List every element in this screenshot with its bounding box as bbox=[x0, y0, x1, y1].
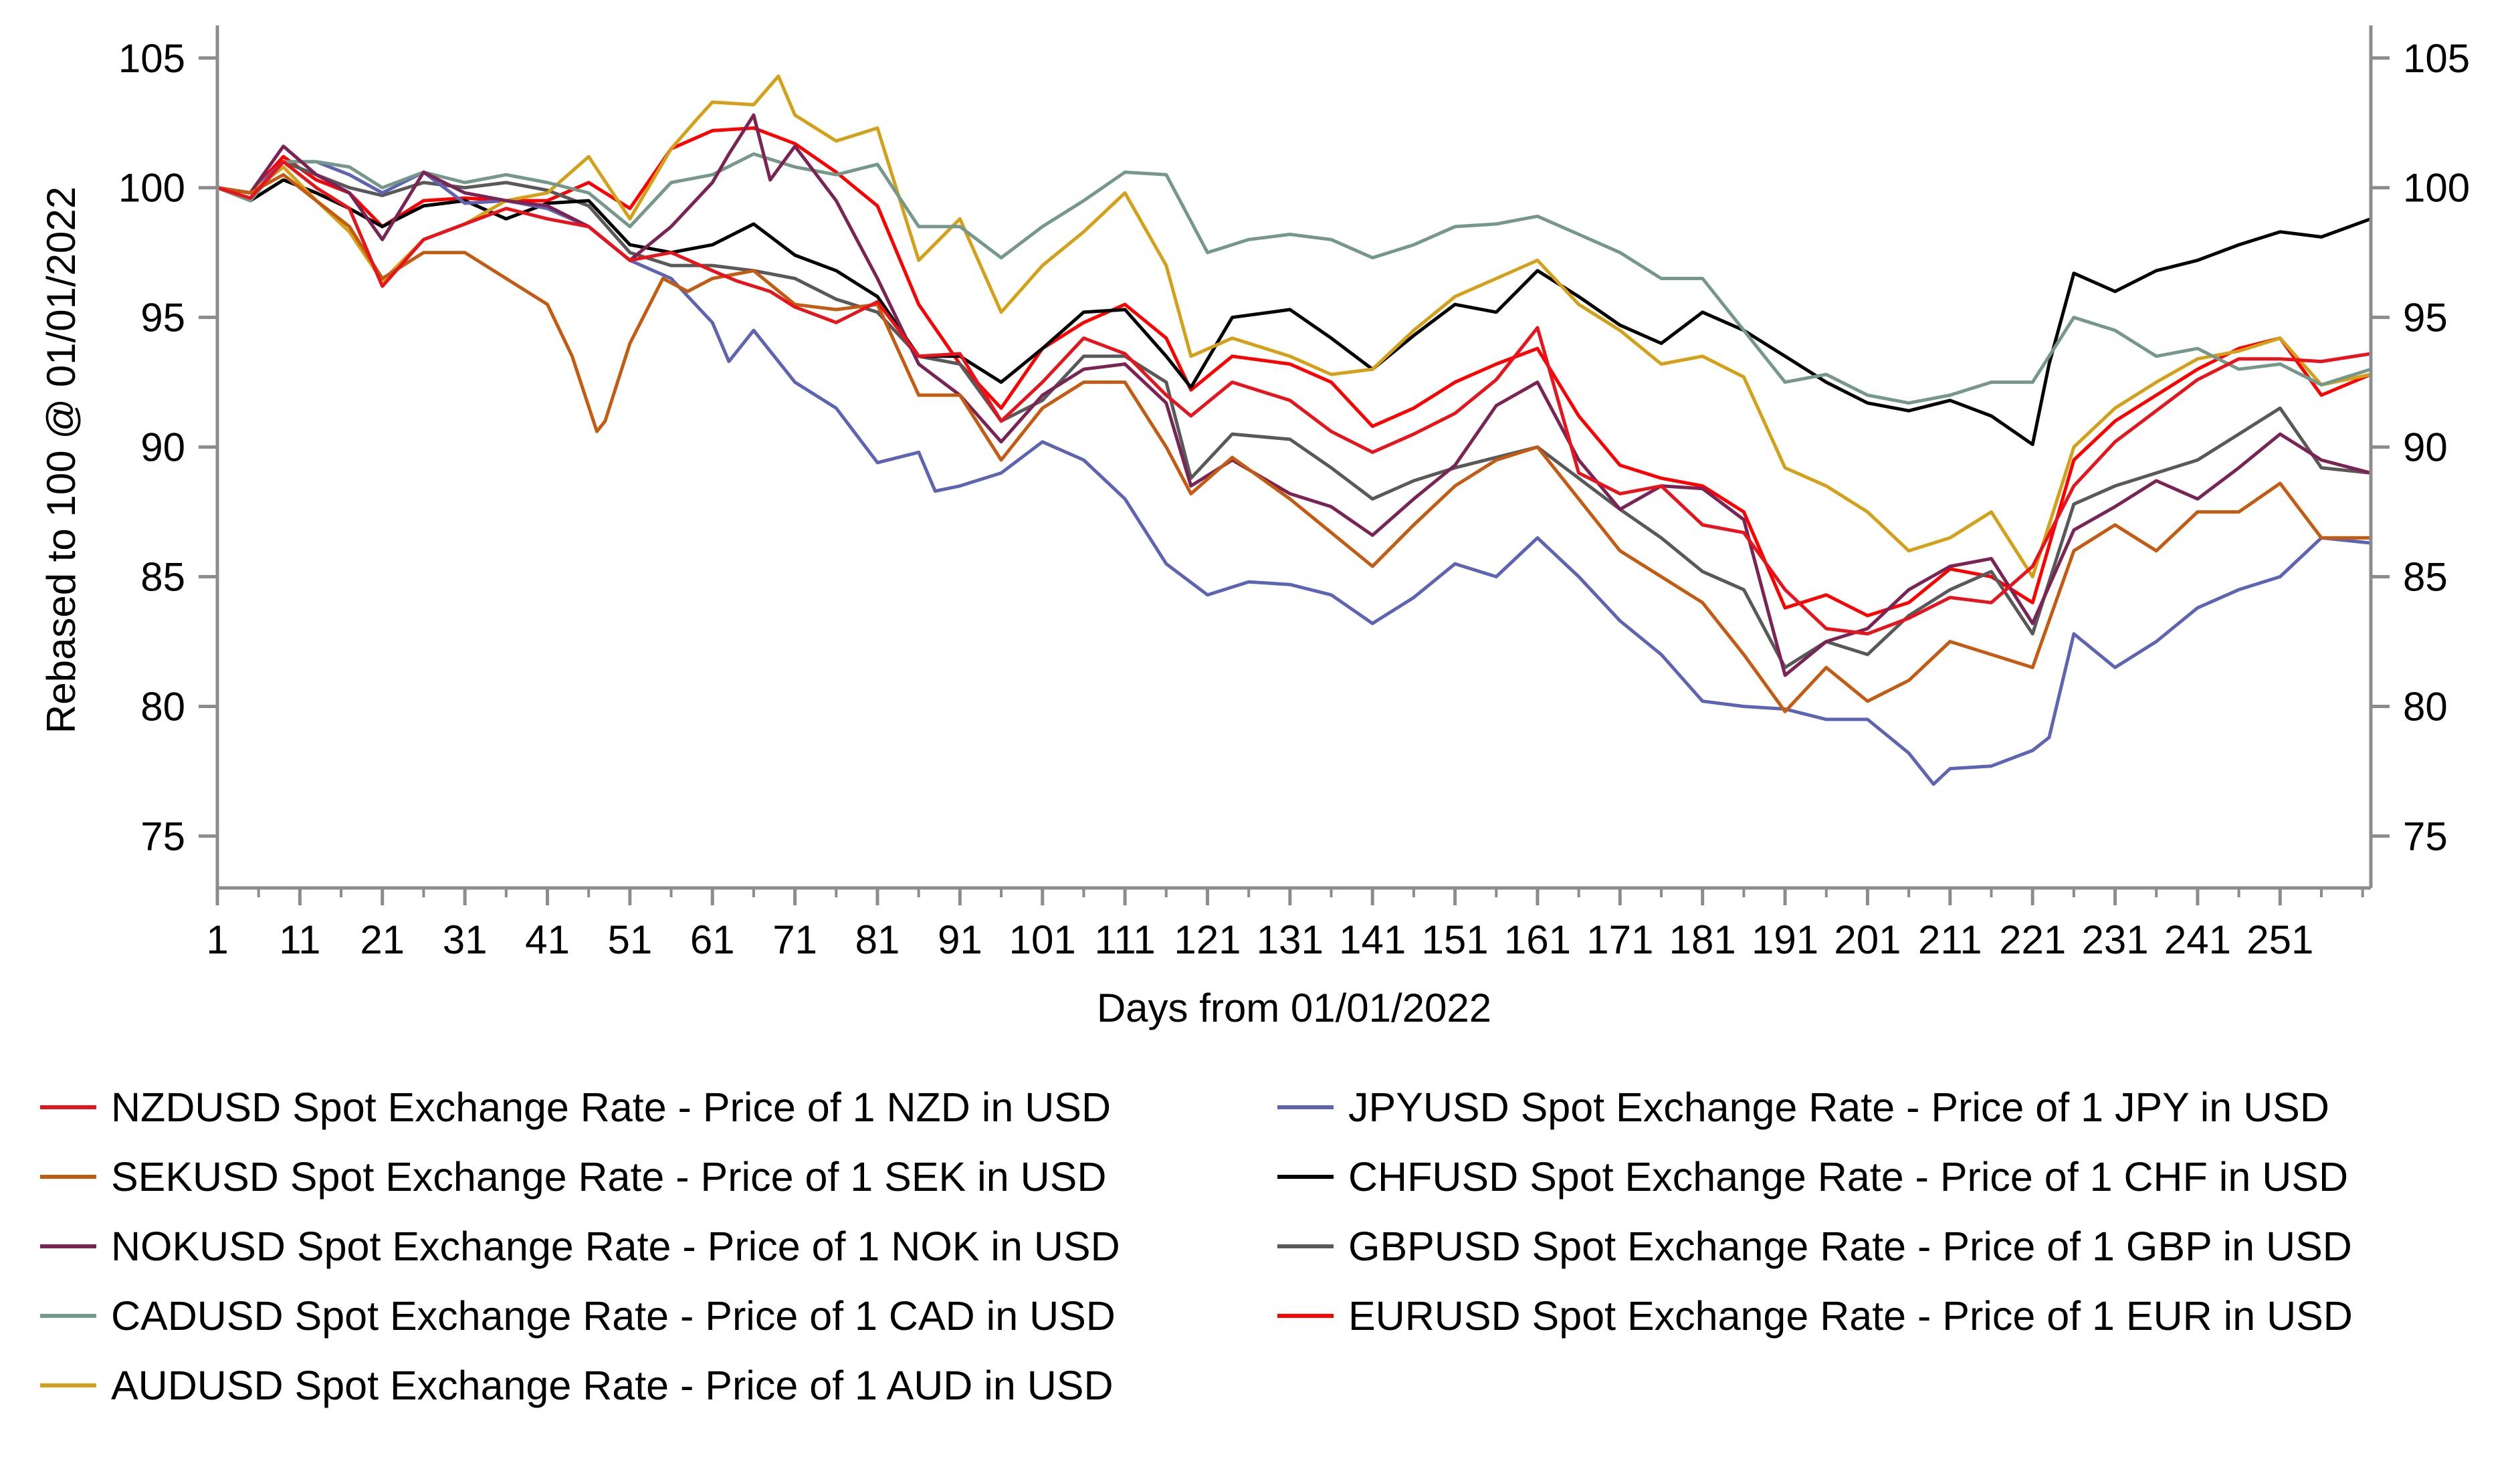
x-tick-label: 191 bbox=[1752, 917, 1818, 962]
x-tick-label: 1 bbox=[206, 917, 228, 962]
y-tick-label-right: 90 bbox=[2403, 425, 2448, 470]
axes-layer bbox=[215, 25, 2373, 890]
x-tick-label: 241 bbox=[2164, 917, 2231, 962]
y-tick-label-left: 95 bbox=[140, 296, 185, 340]
x-tick-label: 181 bbox=[1669, 917, 1736, 962]
series-line-1 bbox=[215, 173, 2373, 713]
x-tick-label: 71 bbox=[772, 917, 817, 962]
x-tick-label: 21 bbox=[360, 917, 405, 962]
series-line-6 bbox=[215, 178, 2373, 447]
y-tick-label-left: 80 bbox=[140, 684, 185, 729]
series-layer bbox=[215, 74, 2373, 786]
y-axis-title: Rebased to 100 @ 01/01/2022 bbox=[39, 187, 84, 733]
y-tick-label-right: 105 bbox=[2403, 36, 2470, 81]
legend-swatch bbox=[40, 1383, 96, 1387]
y-tick-label-right: 85 bbox=[2403, 555, 2448, 600]
legend-swatch bbox=[1277, 1175, 1334, 1179]
x-tick-label: 11 bbox=[279, 917, 320, 962]
series-line-7 bbox=[215, 160, 2373, 669]
series-line-4 bbox=[215, 74, 2373, 578]
legend-label: EURUSD Spot Exchange Rate - Price of 1 E… bbox=[1348, 1293, 2353, 1339]
x-tick-label: 111 bbox=[1094, 917, 1155, 962]
legend-swatch bbox=[40, 1314, 96, 1318]
x-tick-label: 251 bbox=[2246, 917, 2313, 962]
legend: NZDUSD Spot Exchange Rate - Price of 1 N… bbox=[40, 1077, 2515, 1451]
x-tick-label: 101 bbox=[1009, 917, 1076, 962]
legend-swatch bbox=[40, 1175, 96, 1179]
legend-swatch bbox=[40, 1105, 96, 1109]
legend-label: SEKUSD Spot Exchange Rate - Price of 1 S… bbox=[111, 1154, 1107, 1200]
x-tick-label: 61 bbox=[690, 917, 735, 962]
legend-label: CADUSD Spot Exchange Rate - Price of 1 C… bbox=[111, 1293, 1116, 1339]
y-tick-label-right: 75 bbox=[2403, 814, 2448, 859]
legend-item-2: NOKUSD Spot Exchange Rate - Price of 1 N… bbox=[40, 1216, 1120, 1277]
x-tick-label: 131 bbox=[1257, 917, 1324, 962]
x-tick-label: 221 bbox=[1999, 917, 2066, 962]
x-tick-label: 161 bbox=[1504, 917, 1571, 962]
legend-item-7: GBPUSD Spot Exchange Rate - Price of 1 G… bbox=[1277, 1216, 2352, 1277]
legend-item-0: NZDUSD Spot Exchange Rate - Price of 1 N… bbox=[40, 1077, 1111, 1138]
legend-item-8: EURUSD Spot Exchange Rate - Price of 1 E… bbox=[1277, 1285, 2353, 1347]
series-line-5 bbox=[215, 160, 2373, 786]
x-tick-label: 211 bbox=[1918, 917, 1982, 962]
legend-item-1: SEKUSD Spot Exchange Rate - Price of 1 S… bbox=[40, 1146, 1106, 1208]
legend-item-3: CADUSD Spot Exchange Rate - Price of 1 C… bbox=[40, 1285, 1116, 1347]
x-tick-label: 91 bbox=[938, 917, 982, 962]
y-tick-label-right: 100 bbox=[2403, 166, 2470, 211]
legend-label: NOKUSD Spot Exchange Rate - Price of 1 N… bbox=[111, 1224, 1120, 1269]
y-tick-label-right: 80 bbox=[2403, 684, 2448, 729]
series-line-0 bbox=[215, 160, 2373, 636]
x-tick-label: 41 bbox=[525, 917, 570, 962]
x-axis-title: Days from 01/01/2022 bbox=[1097, 986, 1491, 1030]
y-tick-label-left: 75 bbox=[140, 814, 185, 859]
x-tick-label: 231 bbox=[2081, 917, 2148, 962]
legend-item-6: CHFUSD Spot Exchange Rate - Price of 1 C… bbox=[1277, 1146, 2348, 1208]
x-tick-label: 81 bbox=[855, 917, 900, 962]
y-tick-label-left: 105 bbox=[118, 36, 185, 81]
x-tick-label: 121 bbox=[1174, 917, 1241, 962]
legend-label: AUDUSD Spot Exchange Rate - Price of 1 A… bbox=[111, 1363, 1114, 1408]
legend-label: JPYUSD Spot Exchange Rate - Price of 1 J… bbox=[1348, 1085, 2329, 1130]
x-tick-label: 151 bbox=[1422, 917, 1489, 962]
legend-label: NZDUSD Spot Exchange Rate - Price of 1 N… bbox=[111, 1085, 1112, 1130]
y-tick-label-left: 100 bbox=[118, 166, 185, 211]
x-tick-label: 31 bbox=[443, 917, 488, 962]
x-tick-label: 201 bbox=[1834, 917, 1901, 962]
y-tick-label-left: 85 bbox=[140, 555, 185, 600]
legend-label: GBPUSD Spot Exchange Rate - Price of 1 G… bbox=[1348, 1224, 2352, 1269]
series-line-2 bbox=[215, 113, 2373, 677]
legend-label: CHFUSD Spot Exchange Rate - Price of 1 C… bbox=[1348, 1154, 2349, 1200]
series-line-3 bbox=[215, 152, 2373, 405]
y-tick-label-left: 90 bbox=[140, 425, 185, 470]
legend-item-4: AUDUSD Spot Exchange Rate - Price of 1 A… bbox=[40, 1355, 1114, 1416]
legend-item-5: JPYUSD Spot Exchange Rate - Price of 1 J… bbox=[1277, 1077, 2329, 1138]
x-tick-label: 141 bbox=[1339, 917, 1406, 962]
legend-swatch bbox=[1277, 1244, 1334, 1248]
legend-swatch bbox=[1277, 1105, 1334, 1109]
legend-swatch bbox=[1277, 1314, 1334, 1318]
legend-swatch bbox=[40, 1244, 96, 1248]
x-tick-label: 51 bbox=[607, 917, 652, 962]
y-tick-label-right: 95 bbox=[2403, 296, 2448, 340]
x-tick-label: 171 bbox=[1586, 917, 1653, 962]
